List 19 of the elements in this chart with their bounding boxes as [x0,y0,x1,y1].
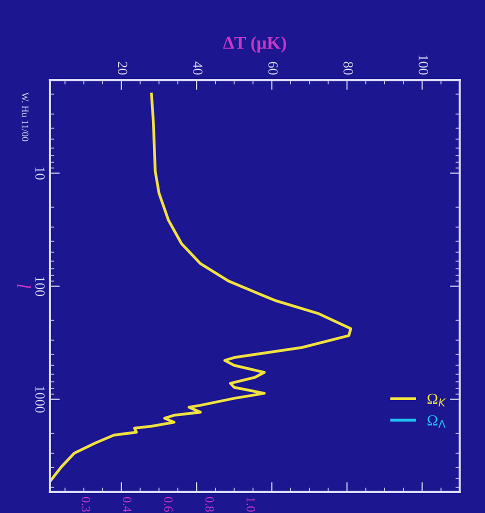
y-tick-label: 10 [35,167,45,180]
y-axis-title: l [17,284,31,288]
text: 0.4 [122,497,132,512]
x-axis-title: ΔT (μK) [223,36,286,53]
text: 0.3 [82,497,90,512]
legend-label: Ω$_{K}$ [428,394,446,406]
text: 0.6 [164,497,173,512]
text: 0.8 [205,497,214,512]
legend-label: Ω$_{Λ}$ [428,415,446,428]
x-tick-label: 40 [193,62,202,75]
text: 1.0 [246,498,256,512]
y-tick-label: 1000 [35,386,45,413]
x-tick-label: 20 [118,62,128,75]
y-tick-label: 100 [35,277,45,296]
text: W. Hu 11/00 [22,92,28,142]
x-tick-label: 100 [418,56,428,75]
line-series [50,92,352,482]
x-tick-label: 60 [268,62,278,75]
x-tick-label: 80 [344,62,353,75]
